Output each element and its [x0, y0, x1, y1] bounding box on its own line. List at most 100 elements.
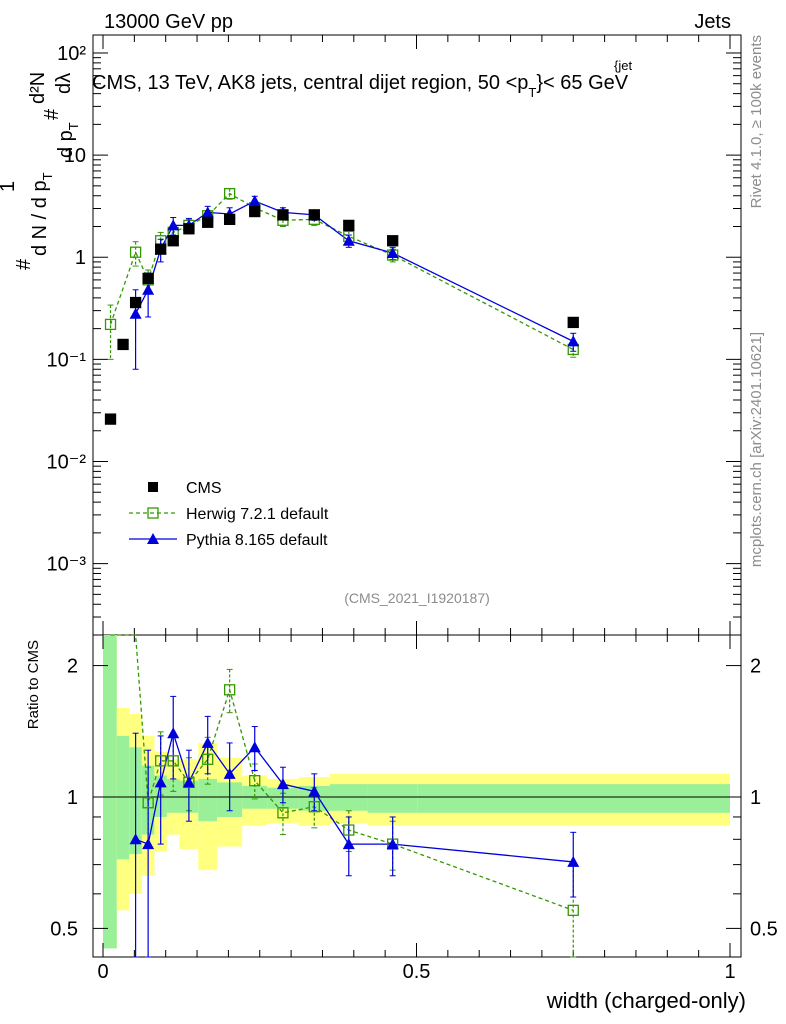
ratio-pythia-point: [276, 778, 289, 790]
main-y-tick-label: 10: [64, 145, 86, 167]
pythia-point: [248, 195, 261, 207]
main-y-tick-label: 10⁻³: [47, 554, 87, 576]
ratio-herwig-point: [308, 801, 320, 813]
ratio-y-tick-label-right: 0.5: [750, 918, 778, 940]
ratio-pythia-point: [223, 767, 236, 779]
legend-marker-herwig: [147, 507, 159, 519]
cms-point: [387, 235, 399, 247]
cms-point: [183, 223, 195, 235]
ratio-herwig-point: [277, 807, 289, 819]
herwig-point: [224, 187, 236, 200]
analysis-id: (CMS_2021_I1920187): [344, 590, 490, 606]
pythia-point: [201, 206, 214, 218]
data-series: [104, 187, 580, 958]
ylabel-dlambda: dλ: [53, 73, 75, 94]
ratio-pythia-point: [167, 727, 180, 739]
ratio-herwig-line: [110, 634, 574, 911]
main-y-tick-label: 10⁻¹: [47, 349, 87, 371]
ratio-pythia-point: [201, 736, 214, 748]
band-inner-bin: [198, 778, 218, 822]
band-inner-bin: [166, 778, 180, 813]
ratio-herwig-point: [155, 755, 167, 767]
ylabel-one: 1: [0, 181, 19, 192]
cms-point: [117, 338, 129, 351]
ylabel-hash-1: #: [13, 258, 35, 270]
cms-point: [202, 216, 214, 228]
ratio-herwig-point: [142, 797, 154, 809]
pythia-point: [567, 335, 580, 347]
subtitle-end: }< 65 GeV: [536, 72, 628, 94]
x-tick-label: 1: [724, 961, 735, 983]
ylabel-dpt: d pT: [55, 122, 81, 158]
main-y-tick-label: 10⁻²: [47, 451, 87, 473]
cms-point: [129, 296, 142, 309]
plot-subtitle: CMS, 13 TeV, AK8 jets, central dijet reg…: [92, 72, 629, 100]
ylabel-d2n: d²N: [27, 72, 49, 104]
ratio-herwig-point: [567, 904, 579, 916]
cms-point: [277, 209, 289, 221]
ratio-uncertainty-band: [93, 635, 741, 949]
x-tick-label: 0.5: [403, 961, 431, 983]
ratio-pythia-point: [248, 741, 261, 753]
header-category-label: Jets: [694, 11, 731, 33]
ratio-y-tick-label: 0.5: [50, 918, 78, 940]
pythia-point: [167, 219, 180, 231]
ratio-pythia-point: [182, 776, 195, 788]
band-inner-bin: [417, 784, 730, 813]
axes: 0 0.5 1 10² 10 1 10⁻¹ 10⁻² 10⁻³ 2 2 1 1 0.5 0.5: [47, 35, 778, 983]
ratio-pythia-point: [154, 776, 167, 788]
main-y-tick-label: 10²: [57, 43, 86, 65]
pythia-point: [342, 234, 355, 246]
herwig-point: [129, 246, 142, 258]
ratio-ylabel: Ratio to CMS: [25, 640, 42, 729]
ratio-y-tick-label-right: 2: [750, 656, 761, 678]
ratio-pythia-point: [129, 833, 142, 845]
ylabel-dn: d N / d pT: [29, 172, 55, 256]
x-tick-label: 0: [97, 961, 108, 983]
ratio-pythia-point: [342, 838, 355, 850]
cms-point: [104, 413, 117, 425]
herwig-line: [109, 192, 574, 351]
legend-label-herwig: Herwig 7.2.1 default: [186, 506, 329, 523]
rivet-version-label: Rivet 4.1.0, ≥ 100k events: [748, 35, 765, 208]
main-ylabel: # d N / d pT 1 # d pT d²N dλ: [0, 72, 81, 270]
pythia-point: [142, 283, 155, 295]
cms-point: [167, 235, 179, 247]
pythia-point: [129, 307, 142, 319]
ratio-y-tick-label: 2: [67, 656, 78, 678]
main-y-tick-label: 1: [75, 247, 86, 269]
ratio-y-tick-label-right: 1: [750, 787, 761, 809]
subtitle-superscript: {jet: [614, 58, 632, 73]
ratio-pythia-point: [308, 785, 321, 797]
legend-marker-cms: [148, 482, 158, 492]
legend: CMS Herwig 7.2.1 default Pythia 8.165 de…: [129, 480, 329, 549]
band-inner-bin: [116, 735, 130, 860]
legend-label-cms: CMS: [186, 480, 222, 497]
cms-point: [567, 316, 579, 329]
ratio-y-tick-label: 1: [67, 787, 78, 809]
subtitle-sub: T: [528, 85, 536, 100]
cms-point: [155, 243, 167, 255]
cms-point: [224, 213, 236, 225]
cms-point: [343, 219, 355, 232]
ratio-herwig-point: [202, 753, 214, 765]
mcplots-label: mcplots.cern.ch [arXiv:2401.10621]: [748, 332, 765, 567]
header-beam-label: 13000 GeV pp: [104, 11, 233, 33]
ratio-pythia-point: [142, 838, 155, 850]
band-inner-bin: [367, 784, 418, 813]
cms-point: [249, 205, 261, 218]
subtitle-main: CMS, 13 TeV, AK8 jets, central dijet reg…: [92, 72, 528, 94]
ratio-herwig-point: [167, 755, 179, 767]
ratio-pythia-point: [567, 855, 580, 867]
pythia-point: [386, 247, 399, 259]
x-axis-label: width (charged-only): [546, 988, 746, 1013]
cms-point: [142, 272, 154, 285]
ylabel-hash-2: #: [41, 108, 63, 120]
herwig-point: [104, 318, 117, 331]
cms-point: [308, 209, 320, 221]
ratio-pythia-point: [386, 838, 399, 850]
legend-marker-pythia: [147, 533, 159, 544]
ratio-herwig-point: [249, 775, 261, 787]
band-inner-bin: [103, 635, 117, 949]
